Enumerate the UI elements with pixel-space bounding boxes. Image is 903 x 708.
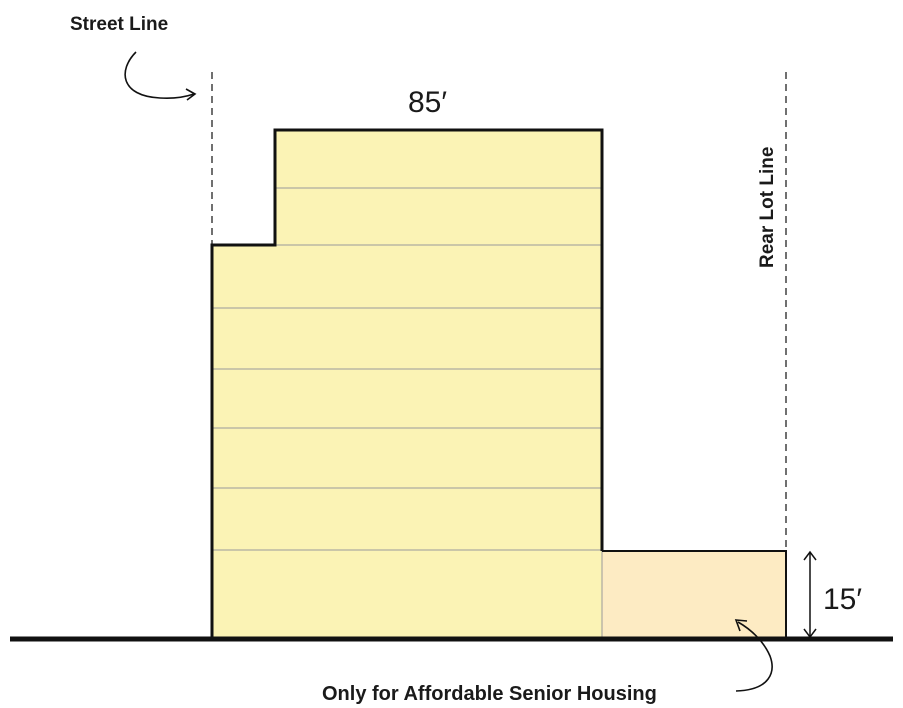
height-dimension-arrow [803, 550, 817, 639]
senior-housing-note: Only for Affordable Senior Housing [322, 683, 657, 705]
main-height-label: 85′ [408, 86, 447, 119]
rear-lot-line-label: Rear Lot Line [757, 147, 778, 268]
street-line-label: Street Line [70, 14, 168, 35]
rear-extension-outline [602, 550, 787, 638]
curved-arrow-icon [124, 51, 197, 101]
main-building [212, 130, 602, 638]
floor-lines [212, 187, 603, 638]
curved-arrow-icon [734, 619, 773, 692]
rear-height-label: 15′ [823, 583, 862, 616]
rear-extension [602, 551, 786, 638]
main-building-outline [210, 128, 604, 638]
